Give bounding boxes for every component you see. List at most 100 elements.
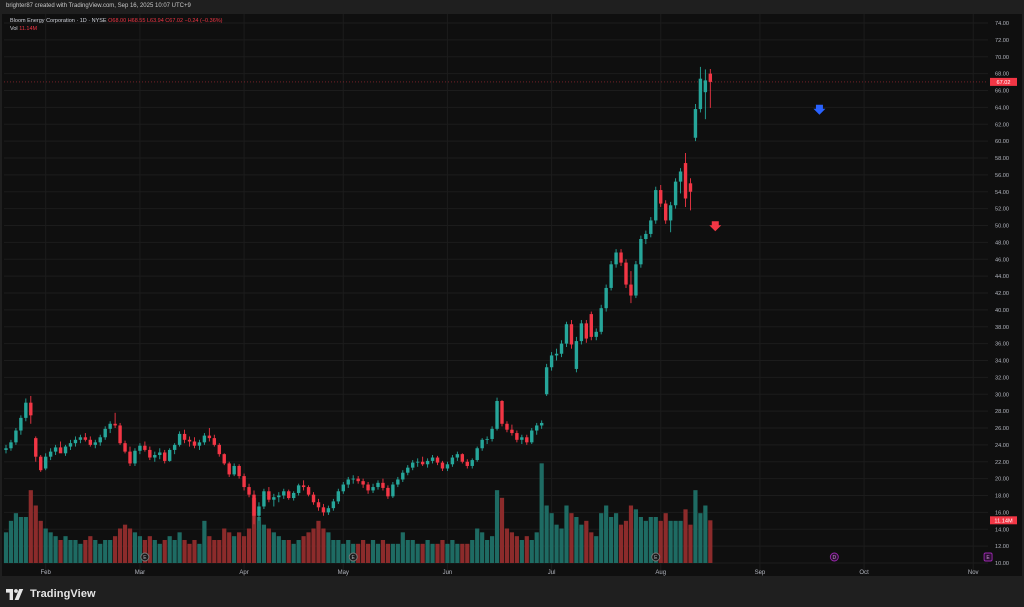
candle[interactable] (396, 476, 400, 488)
candle[interactable] (361, 478, 365, 488)
candle[interactable] (78, 434, 83, 444)
candle[interactable] (371, 483, 375, 493)
candle[interactable] (9, 439, 13, 451)
candle[interactable] (217, 443, 221, 457)
candle[interactable] (53, 444, 58, 455)
candle[interactable] (267, 487, 271, 503)
candle[interactable] (698, 66, 703, 113)
candle[interactable] (237, 464, 241, 479)
candle[interactable] (440, 460, 445, 472)
candle[interactable] (495, 397, 499, 431)
candle[interactable] (708, 68, 713, 108)
candle[interactable] (535, 422, 539, 435)
candle[interactable] (197, 439, 202, 450)
candle[interactable] (673, 178, 678, 209)
candle[interactable] (63, 444, 68, 456)
candle[interactable] (455, 451, 460, 461)
candle[interactable] (172, 443, 177, 455)
candle[interactable] (406, 465, 410, 476)
candle[interactable] (401, 470, 405, 482)
candle[interactable] (316, 498, 321, 511)
candle[interactable] (48, 448, 53, 461)
earnings-event-icon[interactable]: E (651, 552, 661, 562)
candle[interactable] (326, 505, 331, 515)
candle[interactable] (93, 439, 97, 449)
candle[interactable] (296, 483, 301, 496)
candle[interactable] (683, 152, 688, 207)
candle[interactable] (287, 489, 291, 500)
candle[interactable] (232, 463, 236, 477)
candle[interactable] (629, 271, 633, 304)
candle[interactable] (490, 426, 494, 442)
candle[interactable] (500, 400, 504, 427)
candle[interactable] (123, 440, 127, 454)
candle[interactable] (485, 436, 489, 445)
candle[interactable] (386, 485, 390, 499)
candle[interactable] (88, 436, 93, 447)
candle[interactable] (351, 475, 355, 484)
candle[interactable] (614, 249, 618, 268)
candle[interactable] (39, 455, 43, 472)
candle[interactable] (654, 186, 658, 224)
candle[interactable] (29, 395, 33, 424)
candle[interactable] (192, 437, 197, 449)
candle[interactable] (73, 436, 78, 447)
earnings-event-icon[interactable]: E (983, 552, 993, 562)
candle[interactable] (301, 480, 306, 491)
candle[interactable] (19, 415, 23, 435)
candle[interactable] (475, 446, 479, 462)
candle[interactable] (693, 104, 698, 142)
candle[interactable] (505, 421, 509, 433)
candle[interactable] (58, 441, 63, 454)
candle[interactable] (579, 320, 584, 345)
candle[interactable] (465, 459, 469, 469)
candle[interactable] (510, 424, 514, 436)
candle[interactable] (331, 498, 336, 511)
candle[interactable] (574, 336, 579, 373)
candle[interactable] (257, 502, 261, 521)
candle[interactable] (182, 429, 187, 444)
candle[interactable] (411, 460, 415, 471)
candle[interactable] (242, 473, 246, 491)
candle[interactable] (544, 363, 549, 396)
candle[interactable] (4, 444, 8, 454)
candle[interactable] (306, 485, 311, 497)
candle[interactable] (559, 340, 564, 358)
symbol-label[interactable]: Bloom Energy Corporation · 1D · NYSE (10, 18, 107, 24)
candle[interactable] (321, 503, 326, 516)
candle[interactable] (376, 480, 380, 490)
candle[interactable] (525, 434, 529, 445)
candle[interactable] (663, 200, 668, 224)
candle[interactable] (148, 446, 152, 461)
candle[interactable] (391, 482, 395, 499)
candle[interactable] (530, 428, 534, 445)
candle[interactable] (678, 168, 683, 194)
earnings-event-icon[interactable]: E (348, 552, 358, 562)
candle[interactable] (98, 434, 102, 446)
candle[interactable] (177, 431, 182, 447)
earnings-event-icon[interactable]: E (140, 552, 150, 562)
candle[interactable] (649, 217, 653, 238)
candle[interactable] (569, 320, 574, 349)
candle[interactable] (688, 178, 693, 211)
candle[interactable] (609, 260, 613, 291)
candle[interactable] (430, 455, 435, 464)
candle[interactable] (163, 449, 167, 464)
candle[interactable] (668, 201, 673, 233)
candle[interactable] (34, 436, 38, 462)
candle[interactable] (153, 451, 157, 462)
candle[interactable] (24, 398, 28, 422)
candle[interactable] (336, 488, 341, 504)
candle[interactable] (594, 328, 598, 341)
candle[interactable] (167, 448, 172, 462)
candle[interactable] (435, 455, 440, 466)
candle[interactable] (659, 185, 663, 207)
candle[interactable] (619, 249, 623, 266)
candle[interactable] (138, 443, 142, 455)
candle[interactable] (564, 321, 569, 347)
candle[interactable] (346, 476, 350, 488)
candle[interactable] (133, 448, 137, 466)
candle[interactable] (311, 492, 316, 505)
candle[interactable] (277, 492, 281, 503)
candle[interactable] (212, 434, 217, 447)
